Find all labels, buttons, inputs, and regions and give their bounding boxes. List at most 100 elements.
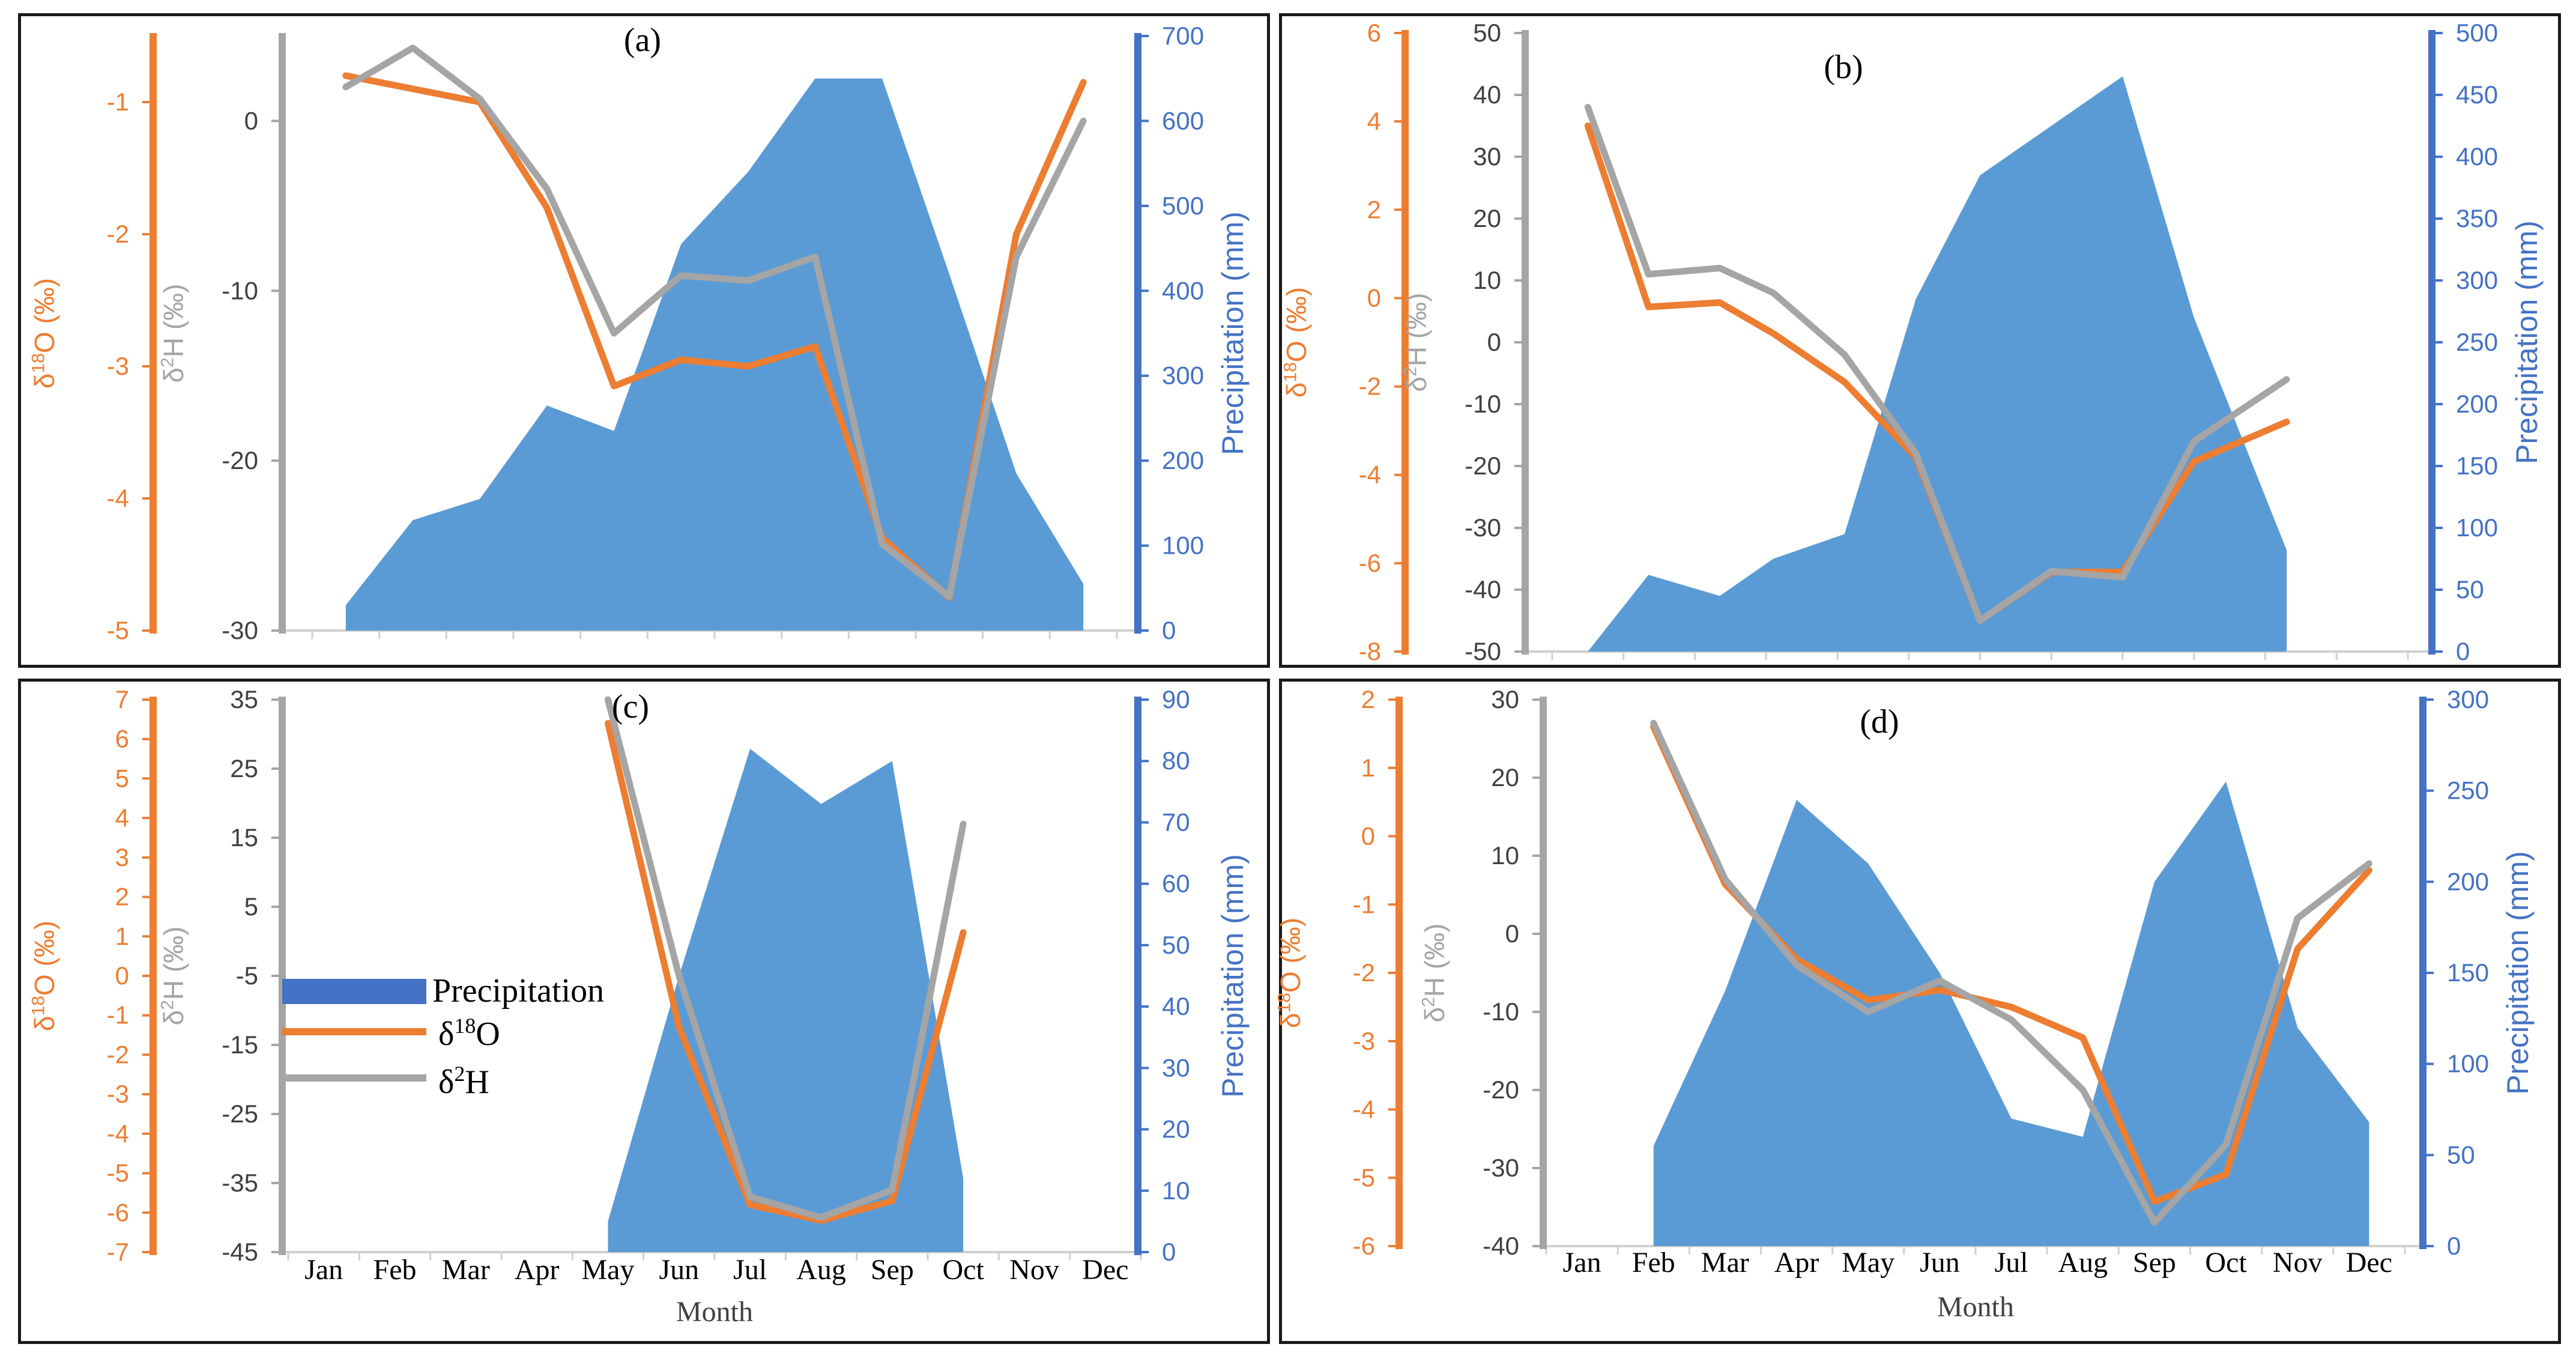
precip-tick-label: 350: [2456, 204, 2498, 232]
h2-tick-label: -5: [236, 961, 258, 990]
h2-tick-label: -10: [1465, 390, 1501, 418]
panel-d-frame: [1279, 679, 2561, 1344]
o18-tick-label: -4: [107, 1119, 129, 1148]
x-category-label: Jan: [304, 1254, 343, 1286]
o18-tick-label: -2: [107, 220, 129, 248]
precip-tick-label: 300: [1162, 362, 1204, 390]
o18-tick-label: 1: [115, 922, 129, 950]
precip-axis-title: Precipitation (mm): [1216, 211, 1250, 455]
precip-tick-label: 200: [2447, 867, 2489, 895]
x-category-label: Sep: [2133, 1247, 2176, 1279]
x-category-label: Apr: [1774, 1247, 1819, 1279]
h2-tick-label: 10: [1473, 266, 1501, 294]
precip-tick-label: 250: [2456, 328, 2498, 356]
precip-tick-label: 600: [1162, 106, 1204, 135]
x-category-label: Dec: [1082, 1254, 1128, 1286]
x-category-label: Aug: [2058, 1247, 2108, 1279]
precipitation-area: [345, 78, 1084, 631]
h2-tick-label: -30: [222, 616, 258, 644]
o18-tick-label: -1: [1353, 890, 1375, 918]
precip-axis-title: Precipitation (mm): [2501, 851, 2535, 1095]
o18-tick-label: -5: [1353, 1163, 1375, 1191]
h2-tick-label: 5: [244, 892, 258, 921]
o18-tick-label: 0: [1361, 822, 1375, 850]
o18-tick-label: 2: [1361, 685, 1375, 713]
o18-tick-label: 4: [115, 804, 129, 832]
precip-tick-label: 60: [1162, 870, 1190, 898]
x-category-label: Sep: [871, 1254, 914, 1286]
panel-title: (d): [1860, 703, 1899, 740]
panel-title: (a): [624, 22, 661, 59]
o18-tick-label: 6: [1367, 19, 1381, 47]
legend-precip-swatch: [282, 979, 426, 1004]
o18-tick-label: 5: [115, 764, 129, 792]
d18o-line: [605, 719, 967, 1224]
precip-tick-label: 20: [1162, 1115, 1190, 1143]
precip-axis-title: Precipitation (mm): [1216, 854, 1250, 1098]
h2-tick-label: 35: [230, 685, 258, 713]
o18-tick-label: -2: [1353, 958, 1375, 987]
h2-tick-label: 0: [244, 106, 258, 135]
o18-tick-label: -8: [1359, 637, 1381, 665]
x-axis-title: Month: [676, 1296, 753, 1328]
precipitation-area: [1653, 781, 2369, 1246]
h2-tick-label: -10: [1483, 997, 1519, 1026]
x-category-label: Feb: [1632, 1247, 1675, 1279]
o18-tick-label: -5: [107, 616, 129, 644]
x-category-label: Jun: [659, 1254, 699, 1286]
precip-tick-label: 400: [2456, 142, 2498, 171]
h2-axis-title: δ2H (‰): [1419, 924, 1451, 1023]
o18-tick-label: 2: [115, 883, 129, 911]
o18-tick-label: -2: [1359, 372, 1381, 401]
legend-precip-label: Precipitation: [432, 972, 604, 1009]
precip-tick-label: 200: [1162, 446, 1204, 474]
precip-tick-label: 150: [2456, 452, 2498, 480]
d2h-line: [605, 696, 967, 1221]
precip-tick-label: 200: [2456, 390, 2498, 418]
x-category-label: Jul: [1995, 1247, 2028, 1279]
o18-tick-label: 1: [1361, 754, 1375, 782]
o18-axis-title: δ18O (‰): [29, 278, 61, 389]
o18-axis-title: δ18O (‰): [1281, 287, 1313, 398]
precip-tick-label: 0: [2447, 1232, 2461, 1260]
x-category-label: Oct: [943, 1254, 985, 1286]
x-category-label: Jul: [733, 1254, 767, 1286]
x-category-label: Dec: [2346, 1247, 2392, 1279]
panel-c-frame: [18, 679, 1270, 1344]
panel-b-frame: [1279, 13, 2561, 668]
o18-tick-label: -4: [1353, 1095, 1375, 1124]
precip-tick-label: 80: [1162, 746, 1190, 775]
precip-tick-label: 700: [1162, 22, 1204, 50]
o18-tick-label: 0: [1367, 283, 1381, 312]
h2-tick-label: 15: [230, 823, 258, 852]
panel-title: (b): [1824, 49, 1863, 86]
precip-tick-label: 450: [2456, 80, 2498, 109]
o18-tick-label: 0: [115, 961, 129, 990]
precip-tick-label: 0: [1162, 1238, 1176, 1266]
panel-a-frame: [18, 13, 1270, 668]
x-category-label: Jun: [1920, 1247, 1960, 1279]
o18-tick-label: 4: [1367, 107, 1381, 135]
x-axis-title: Month: [1937, 1291, 2014, 1323]
d2h-line: [1650, 719, 2372, 1226]
precip-tick-label: 50: [2447, 1140, 2475, 1169]
o18-tick-label: 7: [115, 685, 129, 713]
o18-tick-label: -4: [1359, 461, 1381, 489]
h2-tick-label: 0: [1505, 919, 1519, 948]
h2-tick-label: 40: [1473, 80, 1501, 109]
h2-tick-label: -40: [1465, 575, 1501, 604]
panel-title: (c): [612, 688, 649, 725]
h2-axis-title: δ2H (‰): [158, 927, 190, 1026]
o18-tick-label: -4: [107, 484, 129, 512]
precip-tick-label: 90: [1162, 685, 1190, 713]
x-category-label: Nov: [1009, 1254, 1059, 1286]
precip-tick-label: 50: [1162, 931, 1190, 959]
precip-tick-label: 100: [2447, 1050, 2489, 1078]
precip-tick-label: 0: [2456, 637, 2470, 665]
legend: Precipitation δ18O δ2H: [282, 972, 604, 1101]
precip-tick-label: 250: [2447, 776, 2489, 805]
precip-tick-label: 150: [2447, 958, 2489, 987]
o18-tick-label: -2: [107, 1040, 129, 1068]
